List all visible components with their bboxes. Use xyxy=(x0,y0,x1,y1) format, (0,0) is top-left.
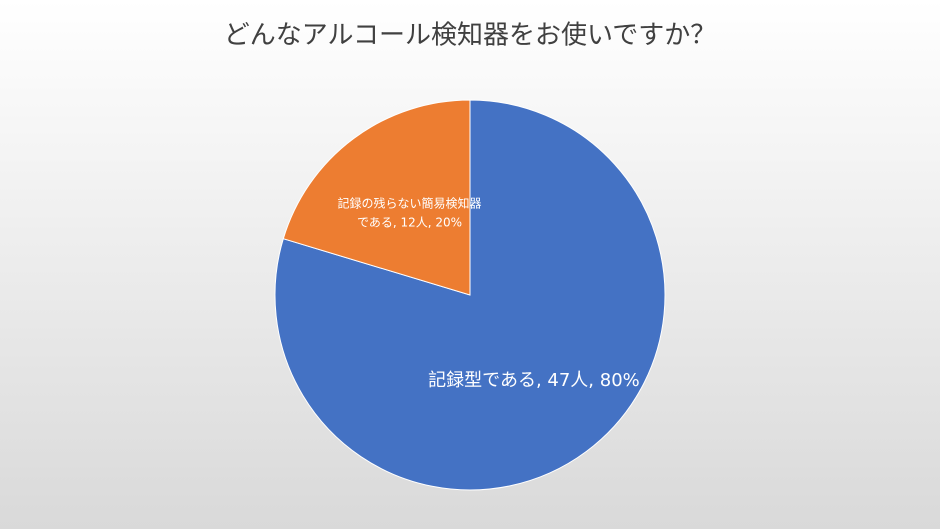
pie-slice xyxy=(274,99,666,491)
data-label: 記録の残らない簡易検知器 xyxy=(338,196,482,211)
pie-slice xyxy=(282,99,471,296)
chart-title: どんなアルコール検知器をお使いですか？ xyxy=(224,21,716,51)
data-label: である, 12人, 20% xyxy=(357,216,462,230)
data-label: 記録型である, 47人, 80% xyxy=(428,370,640,391)
